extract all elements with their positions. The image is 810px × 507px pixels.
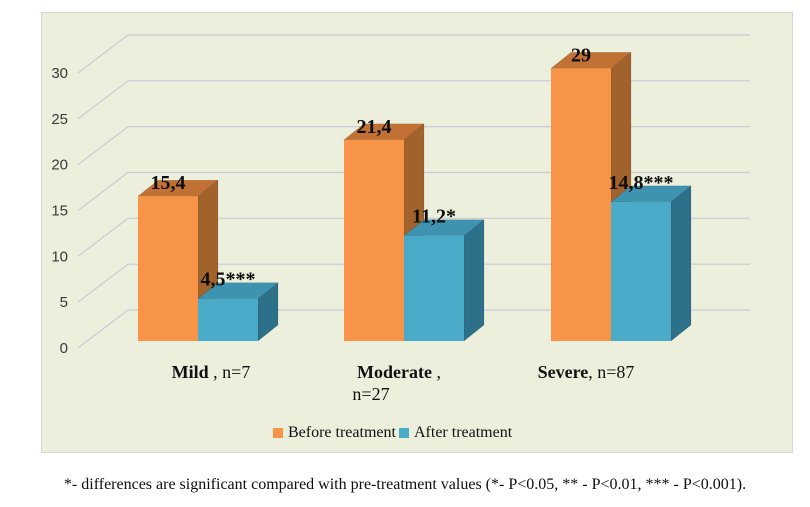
bar-before-mild [137,179,219,342]
value-label-before-moderate: 21,4 [357,116,392,138]
y-tick-label: 30 [51,65,68,82]
legend-swatch-before [273,428,283,438]
category-label-moderate-line2: n=27 [352,384,389,404]
gridline [77,34,750,74]
category-label-moderate: Moderate , [357,362,441,382]
legend-swatch-after [399,428,409,438]
bar-front-face [198,298,258,341]
bar-after-moderate [403,219,485,342]
bar-front-face [404,235,464,341]
y-tick-label: 20 [51,157,68,174]
y-tick-label: 25 [51,111,68,128]
bar-front-face [344,139,404,341]
bar-front-face [551,68,611,342]
bar-chart: 0 5 10 15 20 25 30 15,4 4,5*** 21,4 11,2* 29 14,8***… [51,34,750,441]
bar-side-face [463,219,485,342]
value-label-before-mild: 15,4 [151,172,186,194]
bar-after-severe [610,185,692,342]
y-tick-label: 10 [51,248,68,265]
category-label-severe: Severe, n=87 [538,362,635,382]
legend-label-after: After treatment [414,424,513,441]
gridline [77,126,750,166]
bar-side-face [670,185,692,342]
value-label-after-mild: 4,5*** [201,269,256,291]
gridline [77,309,750,349]
value-label-before-severe: 29 [571,44,591,66]
significance-footnote: *- differences are significant compared … [63,476,747,493]
chart-panel: 0 5 10 15 20 25 30 15,4 4,5*** 21,4 11,2* 29 14,8***… [41,12,793,453]
bar-front-face [611,201,671,341]
y-tick-label: 0 [60,340,68,357]
category-label-mild: Mild , n=7 [172,362,251,382]
value-label-after-severe: 14,8*** [609,172,674,194]
y-tick-label: 15 [51,202,68,219]
bar-front-face [138,196,198,341]
gridline [77,80,750,120]
gridline [77,171,750,211]
legend-label-before: Before treatment [288,424,397,441]
value-label-after-moderate: 11,2* [412,206,456,228]
gridline [77,217,750,257]
y-tick-label: 5 [60,294,68,311]
bar-after-mild [197,282,279,342]
gridline [77,263,750,303]
